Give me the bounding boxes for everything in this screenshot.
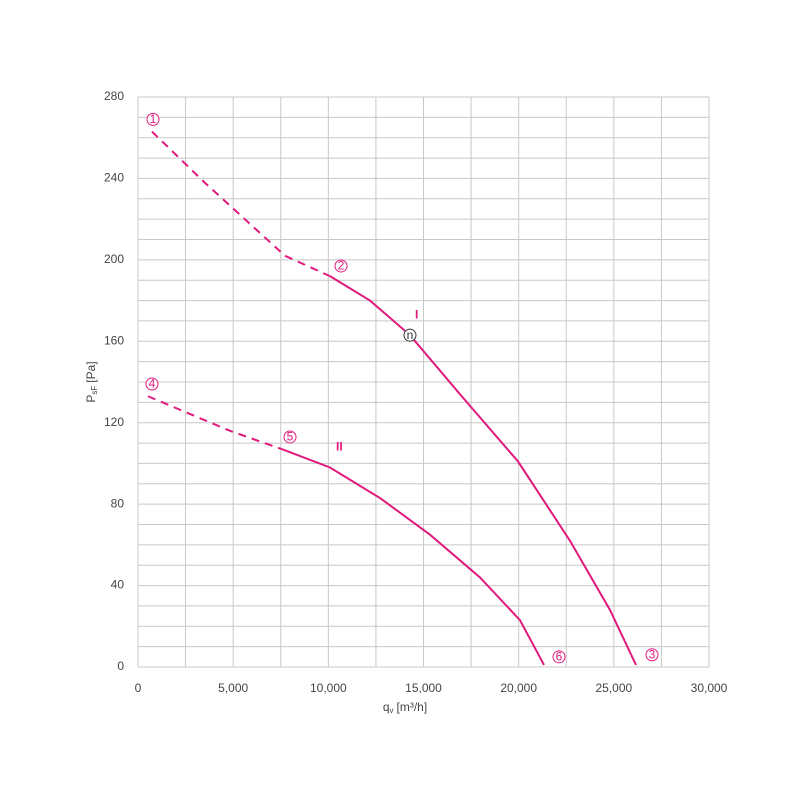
y-tick-label: 80 — [111, 496, 125, 510]
annotation-label: 2 — [338, 259, 345, 273]
annotation-label: 1 — [150, 112, 157, 126]
y-tick-label: 200 — [104, 252, 124, 266]
x-tick-label: 30,000 — [691, 681, 728, 695]
annotation-circle — [552, 650, 566, 664]
x-tick-label: 0 — [135, 681, 142, 695]
grid — [137, 96, 710, 668]
x-label-subscript: v — [390, 706, 394, 715]
annotation-label: 5 — [287, 430, 294, 444]
annotation-circle — [645, 648, 659, 662]
annotation-circle — [403, 328, 417, 342]
curve-dashed — [147, 395, 283, 451]
x-tick-label: 25,000 — [595, 681, 632, 695]
series-label: II — [336, 440, 343, 454]
annotation-label: 3 — [649, 647, 656, 661]
curve-solid — [329, 275, 637, 666]
y-label-unit: [Pa] — [84, 361, 98, 382]
x-label-symbol: q — [383, 700, 390, 714]
y-tick-label: 280 — [104, 89, 124, 103]
annotation-circle — [334, 259, 348, 273]
curve-solid — [281, 448, 545, 666]
y-tick-label: 0 — [117, 659, 124, 673]
annotation-label: 4 — [149, 377, 156, 391]
y-tick-label: 240 — [104, 171, 124, 185]
annotation-circle — [145, 377, 159, 391]
series-label: I — [415, 307, 418, 321]
annotation-label: 6 — [556, 649, 563, 663]
x-tick-label: 5,000 — [218, 681, 248, 695]
y-label-symbol: P — [84, 395, 98, 403]
annotation-label: n — [407, 328, 414, 342]
curve-dashed — [151, 130, 331, 278]
y-tick-label: 40 — [111, 578, 125, 592]
annotation-circle — [146, 112, 160, 126]
y-tick-label: 120 — [104, 415, 124, 429]
annotation-circle — [283, 430, 297, 444]
x-tick-label: 10,000 — [310, 681, 347, 695]
y-axis-label: PsF [Pa] — [84, 361, 99, 402]
y-tick-label: 160 — [104, 333, 124, 347]
x-tick-label: 20,000 — [500, 681, 537, 695]
x-label-unit: [m³/h] — [397, 700, 428, 714]
x-axis-label: qv [m³/h] — [383, 700, 427, 715]
y-label-subscript: sF — [90, 386, 99, 395]
x-tick-label: 15,000 — [405, 681, 442, 695]
